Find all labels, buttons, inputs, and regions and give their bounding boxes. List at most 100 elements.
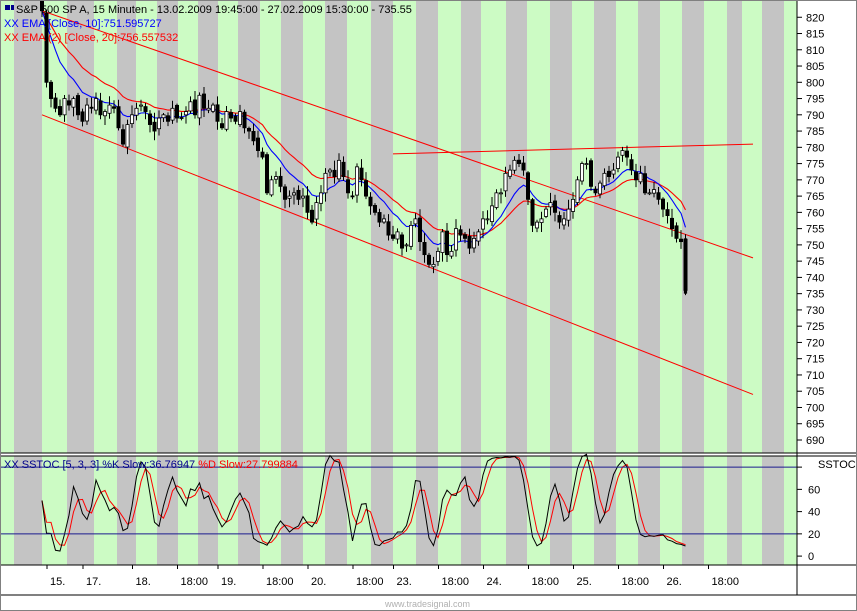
band-8: [198, 0, 218, 453]
candle-body: [62, 98, 67, 116]
band-9: [218, 0, 238, 453]
candle-body: [103, 111, 108, 117]
x-tick-label: 19.: [221, 576, 236, 588]
candle-body: [174, 104, 179, 119]
candle-body: [269, 179, 274, 196]
band-lower-27: [616, 456, 638, 565]
candle: [138, 99, 143, 112]
band-15: [347, 0, 371, 453]
candle-body: [647, 192, 652, 195]
candle-body: [215, 104, 220, 122]
sstoc-panel-label: SSTOC: [818, 459, 856, 471]
candle-body: [76, 95, 81, 116]
candle: [444, 223, 449, 263]
candle-body: [372, 205, 377, 213]
band-lower-3: [94, 456, 117, 565]
candle: [363, 172, 368, 200]
candle: [62, 95, 67, 122]
candle-body: [161, 114, 166, 119]
candle-body: [327, 169, 332, 173]
trendline-2: [392, 143, 754, 155]
candle: [656, 187, 661, 205]
band-lower-33: [742, 456, 762, 565]
band-lower-11: [260, 456, 281, 565]
watermark: www.tradesignal.com: [384, 599, 470, 609]
stochastic-panel: [0, 453, 797, 552]
candle: [152, 112, 157, 141]
candle: [548, 192, 553, 216]
candle: [112, 100, 117, 114]
candle-body: [390, 234, 395, 239]
candle: [517, 153, 522, 167]
band-lower-4: [117, 456, 136, 565]
candle-body: [643, 173, 648, 194]
price-tick-label: 735: [806, 289, 824, 301]
candle-body: [152, 121, 157, 132]
candle: [354, 163, 359, 203]
candle: [417, 209, 422, 251]
x-tick-label: 18:00: [266, 576, 294, 588]
candle-body: [471, 237, 476, 249]
candle-body: [557, 215, 562, 223]
candle-body: [544, 208, 549, 217]
stoch-d-line: [41, 456, 686, 546]
candle: [201, 87, 206, 118]
candle-body: [625, 150, 630, 158]
candle-body: [580, 163, 585, 182]
candle: [67, 94, 72, 111]
candle: [435, 247, 440, 266]
x-tick-label: 25.: [577, 576, 592, 588]
candle: [390, 225, 395, 241]
price-tick-label: 720: [806, 337, 824, 349]
band-lower-21: [481, 456, 506, 565]
price-tick-label: 765: [806, 191, 824, 203]
candle: [368, 192, 373, 215]
candle-body: [498, 192, 503, 195]
band-18: [416, 0, 438, 453]
candle: [53, 93, 58, 113]
candle-body: [255, 137, 260, 151]
candle: [170, 100, 175, 124]
band-lower-29: [660, 456, 682, 565]
candle-body: [94, 98, 99, 111]
candle-body: [458, 229, 463, 236]
ema20-path: [41, 10, 686, 237]
candle-body: [417, 217, 422, 243]
candle: [296, 185, 301, 206]
candle-body: [368, 196, 373, 207]
candle-body: [521, 162, 526, 171]
candle: [521, 156, 526, 176]
symbol-icon: [5, 5, 10, 10]
candle-body: [85, 104, 90, 122]
candle: [602, 168, 607, 190]
band-20: [461, 0, 481, 453]
candle-body: [125, 124, 130, 148]
candle: [372, 203, 377, 216]
candle: [345, 170, 350, 199]
candle-body: [314, 202, 319, 220]
price-tick-label: 725: [806, 321, 824, 333]
candle-body: [467, 235, 472, 249]
candle: [89, 97, 94, 114]
candle-body: [480, 218, 485, 230]
candle: [620, 146, 625, 162]
candle: [629, 153, 634, 176]
candle: [422, 233, 427, 263]
band-lower-30: [682, 456, 704, 565]
candle: [453, 219, 458, 257]
band-lower-22: [506, 456, 527, 565]
candle: [300, 188, 305, 208]
candle: [607, 165, 612, 183]
candle: [269, 175, 274, 197]
band-34: [762, 0, 784, 453]
candle-body: [332, 169, 337, 177]
candle-body: [485, 218, 490, 221]
candle: [674, 222, 679, 243]
candle: [98, 92, 103, 120]
band-11: [260, 0, 281, 453]
candle: [404, 243, 409, 252]
band-lower-23: [527, 456, 550, 565]
candle: [246, 126, 251, 139]
candle: [489, 197, 494, 226]
candle: [584, 157, 589, 170]
